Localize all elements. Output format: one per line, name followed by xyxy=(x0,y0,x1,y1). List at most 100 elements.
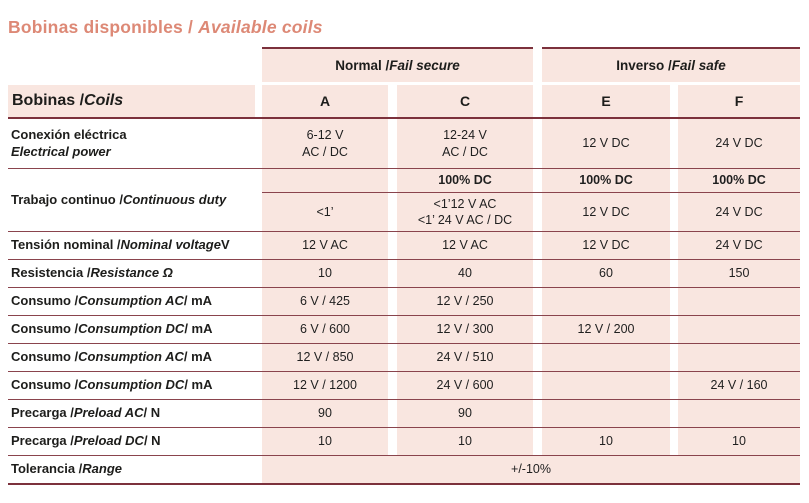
cell-consumption-dc-1-a: 6 V / 600 xyxy=(262,316,388,343)
column-gap xyxy=(670,193,678,231)
coils-header-label-en: Coils xyxy=(84,92,124,109)
row-label-suffix: / N xyxy=(143,433,161,449)
column-gap xyxy=(533,288,542,315)
group-header-inverso: Inverso / Fail safe xyxy=(542,47,800,82)
separator-line xyxy=(8,231,800,232)
cell-preload-ac-e xyxy=(542,400,670,427)
row-consumption-ac-1: Consumo / Consumption AC / mA 6 V / 425 … xyxy=(8,288,800,315)
row-label-suffix: V xyxy=(220,237,230,253)
cell-consumption-dc-2-e xyxy=(542,372,670,399)
cell-consumption-ac-1-e xyxy=(542,288,670,315)
row-label-continuous-duty: Trabajo continuo / Continuous duty xyxy=(8,169,262,231)
column-gap xyxy=(533,232,542,259)
cell-continuous-duty-2-e: 12 V DC xyxy=(542,193,670,231)
column-gap xyxy=(533,344,542,371)
separator-line xyxy=(8,259,800,260)
group-header-spacer xyxy=(8,47,262,82)
row-label-es: Consumo / xyxy=(11,349,79,365)
row-label-en: Resistance Ω xyxy=(90,265,173,281)
column-gap xyxy=(670,316,678,343)
continuous-duty-subgrid: 100% DC 100% DC 100% DC <1’ <1’12 V AC <1… xyxy=(262,169,800,231)
cell-line: 6-12 V xyxy=(306,128,344,143)
cell-line: AC / DC xyxy=(442,144,488,159)
column-gap xyxy=(533,47,542,82)
cell-continuous-duty-1-a xyxy=(262,169,388,192)
row-label-es: Consumo / xyxy=(11,321,79,337)
row-label-es: Consumo / xyxy=(11,293,79,309)
cell-electrical-power-c: 12-24 V AC / DC xyxy=(397,119,533,168)
column-gap xyxy=(388,288,397,315)
row-label-en: Preload AC xyxy=(73,405,144,421)
column-gap xyxy=(388,85,397,117)
row-label-en: Electrical power xyxy=(11,143,111,159)
column-gap xyxy=(670,344,678,371)
col-header-a: A xyxy=(262,85,388,117)
row-label-es: Trabajo continuo / xyxy=(11,191,123,207)
group-header-inverso-en: Fail safe xyxy=(671,58,726,73)
row-label-consumption-dc-1: Consumo / Consumption DC / mA xyxy=(8,316,262,343)
row-label-es: Resistencia / xyxy=(11,265,91,281)
cell-consumption-ac-2-a: 12 V / 850 xyxy=(262,344,388,371)
col-header-e: E xyxy=(542,85,670,117)
separator-line xyxy=(8,399,800,400)
column-gap xyxy=(670,232,678,259)
cell-preload-dc-f: 10 xyxy=(678,428,800,455)
group-header-normal: Normal / Fail secure xyxy=(262,47,533,82)
cell-consumption-dc-2-a: 12 V / 1200 xyxy=(262,372,388,399)
cell-preload-ac-f xyxy=(678,400,800,427)
row-label-consumption-ac-2: Consumo / Consumption AC / mA xyxy=(8,344,262,371)
column-gap xyxy=(255,85,262,117)
row-label-es: Precarga / xyxy=(11,405,74,421)
group-header-inverso-es: Inverso / xyxy=(616,58,672,73)
row-label-suffix: / mA xyxy=(184,321,213,337)
cell-consumption-dc-2-f: 24 V / 160 xyxy=(678,372,800,399)
coils-spec-table: Normal / Fail secure Inverso / Fail safe… xyxy=(8,47,800,485)
cell-continuous-duty-1-f: 100% DC xyxy=(678,169,800,192)
row-label-en: Preload DC xyxy=(73,433,144,449)
column-gap xyxy=(388,428,397,455)
separator-line xyxy=(8,455,800,456)
cell-resistance-a: 10 xyxy=(262,260,388,287)
group-header-normal-es: Normal / xyxy=(335,58,390,73)
page-title-es: Bobinas disponibles xyxy=(8,16,183,37)
cell-consumption-dc-1-f xyxy=(678,316,800,343)
row-label-en: Continuous duty xyxy=(122,191,227,207)
cell-consumption-dc-2-c: 24 V / 600 xyxy=(397,372,533,399)
row-preload-dc: Precarga / Preload DC / N 10 10 10 10 xyxy=(8,428,800,455)
row-label-en: Consumption DC xyxy=(78,377,185,393)
separator-line xyxy=(8,287,800,288)
row-consumption-dc-1: Consumo / Consumption DC / mA 6 V / 600 … xyxy=(8,316,800,343)
row-label-es: Consumo / xyxy=(11,377,79,393)
separator-line xyxy=(8,427,800,428)
cell-line: <1’12 V AC xyxy=(433,196,497,211)
row-consumption-ac-2: Consumo / Consumption AC / mA 12 V / 850… xyxy=(8,344,800,371)
row-label-en: Nominal voltage xyxy=(120,237,221,253)
column-gap xyxy=(533,169,542,192)
cell-electrical-power-a: 6-12 V AC / DC xyxy=(262,119,388,168)
cell-continuous-duty-2-c: <1’12 V AC <1’ 24 V AC / DC xyxy=(397,193,533,231)
row-label-nominal-voltage: Tensión nominal / Nominal voltage V xyxy=(8,232,262,259)
cell-consumption-ac-2-c: 24 V / 510 xyxy=(397,344,533,371)
column-gap xyxy=(533,119,542,168)
cell-preload-dc-a: 10 xyxy=(262,428,388,455)
column-gap xyxy=(533,193,542,231)
coils-header-label: Bobinas / Coils xyxy=(8,85,255,117)
separator-line xyxy=(8,343,800,344)
column-gap xyxy=(670,428,678,455)
row-label-suffix: / mA xyxy=(184,377,213,393)
column-gap xyxy=(670,85,678,117)
cell-consumption-ac-1-c: 12 V / 250 xyxy=(397,288,533,315)
column-gap xyxy=(388,260,397,287)
cell-nominal-voltage-e: 12 V DC xyxy=(542,232,670,259)
column-gap xyxy=(533,85,542,117)
column-gap xyxy=(388,372,397,399)
column-gap xyxy=(670,169,678,192)
row-continuous-duty: Trabajo continuo / Continuous duty 100% … xyxy=(8,169,800,231)
column-gap xyxy=(388,344,397,371)
column-gap xyxy=(388,169,397,192)
column-gap xyxy=(388,400,397,427)
column-gap xyxy=(533,428,542,455)
row-label-es: Tolerancia / xyxy=(11,461,83,477)
row-preload-ac: Precarga / Preload AC / N 90 90 xyxy=(8,400,800,427)
row-label-preload-ac: Precarga / Preload AC / N xyxy=(8,400,262,427)
